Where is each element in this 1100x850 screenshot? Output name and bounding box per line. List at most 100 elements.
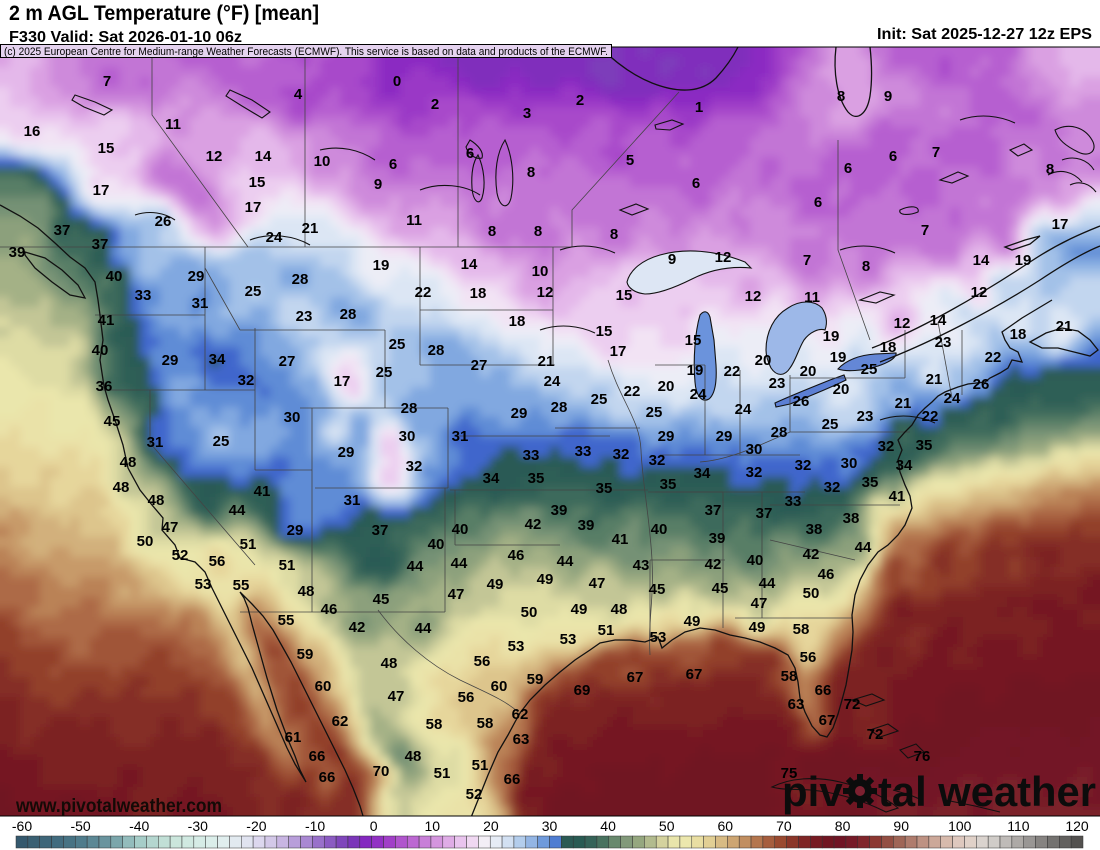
svg-text:17: 17	[1052, 216, 1069, 233]
svg-text:15: 15	[596, 323, 613, 340]
svg-text:25: 25	[389, 336, 406, 353]
svg-text:23: 23	[935, 334, 952, 351]
svg-text:40: 40	[106, 268, 123, 285]
svg-text:51: 51	[240, 536, 257, 553]
svg-text:32: 32	[649, 452, 666, 469]
svg-text:52: 52	[466, 786, 483, 803]
svg-text:6: 6	[466, 145, 474, 162]
svg-text:34: 34	[209, 351, 226, 368]
svg-text:12: 12	[971, 284, 988, 301]
svg-text:58: 58	[781, 668, 798, 685]
svg-text:tal weather: tal weather	[878, 768, 1096, 815]
svg-text:22: 22	[624, 383, 641, 400]
svg-text:56: 56	[474, 653, 491, 670]
svg-text:47: 47	[162, 519, 179, 536]
svg-text:42: 42	[705, 556, 722, 573]
svg-text:48: 48	[298, 583, 315, 600]
svg-text:2: 2	[576, 92, 584, 109]
svg-text:8: 8	[527, 164, 535, 181]
svg-text:30: 30	[841, 455, 858, 472]
svg-text:31: 31	[192, 295, 209, 312]
svg-text:2: 2	[431, 96, 439, 113]
svg-text:40: 40	[92, 342, 109, 359]
svg-text:58: 58	[477, 715, 494, 732]
svg-text:48: 48	[113, 479, 130, 496]
svg-text:31: 31	[344, 492, 361, 509]
svg-text:23: 23	[857, 408, 874, 425]
svg-text:-60: -60	[12, 818, 32, 834]
svg-text:12: 12	[894, 315, 911, 332]
svg-text:6: 6	[692, 175, 700, 192]
svg-text:14: 14	[973, 252, 990, 269]
svg-text:48: 48	[381, 655, 398, 672]
svg-text:9: 9	[884, 88, 892, 105]
svg-text:8: 8	[534, 223, 542, 240]
svg-text:6: 6	[844, 160, 852, 177]
svg-text:58: 58	[426, 716, 443, 733]
svg-text:46: 46	[818, 566, 835, 583]
svg-text:41: 41	[612, 531, 629, 548]
svg-text:44: 44	[415, 620, 432, 637]
svg-text:20: 20	[755, 352, 772, 369]
svg-text:41: 41	[889, 488, 906, 505]
svg-text:120: 120	[1065, 818, 1089, 834]
svg-text:8: 8	[1046, 161, 1054, 178]
svg-text:18: 18	[1010, 326, 1027, 343]
svg-text:7: 7	[932, 144, 940, 161]
svg-text:44: 44	[855, 539, 872, 556]
svg-text:20: 20	[800, 363, 817, 380]
svg-text:14: 14	[255, 148, 272, 165]
svg-text:21: 21	[895, 395, 912, 412]
svg-text:10: 10	[314, 153, 331, 170]
svg-text:49: 49	[571, 601, 588, 618]
svg-text:18: 18	[509, 313, 526, 330]
svg-text:47: 47	[448, 586, 465, 603]
svg-text:46: 46	[508, 547, 525, 564]
svg-text:40: 40	[747, 552, 764, 569]
svg-text:17: 17	[334, 373, 351, 390]
svg-text:23: 23	[296, 308, 313, 325]
svg-text:44: 44	[451, 555, 468, 572]
svg-text:(c) 2025 European Centre for M: (c) 2025 European Centre for Medium-rang…	[4, 46, 608, 58]
svg-text:7: 7	[803, 252, 811, 269]
svg-text:70: 70	[373, 763, 390, 780]
svg-text:70: 70	[776, 818, 792, 834]
svg-text:59: 59	[297, 646, 314, 663]
svg-text:33: 33	[135, 287, 152, 304]
svg-text:53: 53	[508, 638, 525, 655]
svg-text:25: 25	[822, 416, 839, 433]
svg-text:33: 33	[575, 443, 592, 460]
svg-text:21: 21	[538, 353, 555, 370]
svg-text:27: 27	[471, 357, 488, 374]
svg-text:39: 39	[9, 244, 26, 261]
svg-text:25: 25	[861, 361, 878, 378]
svg-text:10: 10	[532, 263, 549, 280]
svg-text:29: 29	[511, 405, 528, 422]
svg-text:-40: -40	[129, 818, 149, 834]
svg-text:37: 37	[705, 502, 722, 519]
svg-text:49: 49	[684, 613, 701, 630]
svg-text:25: 25	[646, 404, 663, 421]
svg-text:40: 40	[452, 521, 469, 538]
svg-text:0: 0	[393, 73, 401, 90]
svg-text:50: 50	[803, 585, 820, 602]
svg-text:52: 52	[172, 547, 189, 564]
svg-text:12: 12	[715, 249, 732, 266]
svg-text:38: 38	[806, 521, 823, 538]
svg-text:32: 32	[795, 457, 812, 474]
svg-text:12: 12	[537, 284, 554, 301]
svg-text:29: 29	[716, 428, 733, 445]
svg-text:25: 25	[245, 283, 262, 300]
svg-text:63: 63	[513, 731, 530, 748]
svg-text:30: 30	[399, 428, 416, 445]
svg-text:30: 30	[542, 818, 558, 834]
svg-text:19: 19	[687, 362, 704, 379]
svg-text:51: 51	[598, 622, 615, 639]
svg-text:21: 21	[926, 371, 943, 388]
svg-text:66: 66	[319, 769, 336, 786]
svg-text:28: 28	[401, 400, 418, 417]
svg-text:24: 24	[735, 401, 752, 418]
svg-text:37: 37	[372, 522, 389, 539]
svg-text:19: 19	[373, 257, 390, 274]
svg-text:63: 63	[788, 696, 805, 713]
